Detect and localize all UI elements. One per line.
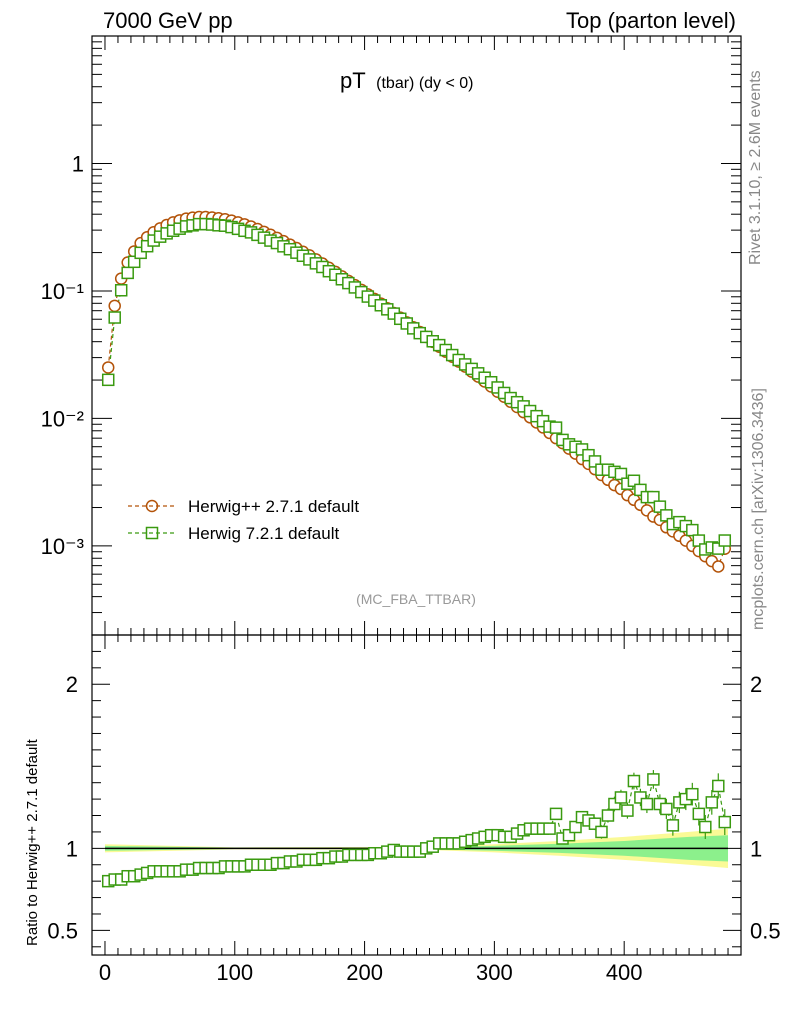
herwig7-point <box>614 467 628 481</box>
ratio-y-axis-label: Ratio to Herwig++ 2.7.1 default <box>24 738 41 946</box>
herwig7-point <box>127 255 141 269</box>
x-tick-label: 200 <box>346 960 383 985</box>
legend-marker-herwig7 <box>145 526 159 540</box>
herwig7-ratio-point <box>660 802 673 816</box>
herwig7-point <box>686 523 699 537</box>
herwig7-ratio-point <box>588 817 602 830</box>
x-tick-label: 400 <box>606 960 643 985</box>
main-y-tick-label: 1 <box>72 151 84 176</box>
herwig7-ratio-point <box>666 819 680 832</box>
x-tick-label: 100 <box>216 960 253 985</box>
herwig7-ratio-point <box>699 820 712 834</box>
herwig7-ratio-point <box>634 791 647 804</box>
herwig7-point <box>101 373 115 387</box>
herwig7-ratio-point <box>627 774 641 788</box>
herwig7-point <box>121 266 134 280</box>
herwig7-ratio-point <box>543 822 556 835</box>
herwig7-point <box>108 311 121 324</box>
mcplots-label: mcplots.cern.ch [arXiv:1306.3436] <box>750 388 767 630</box>
plot-title-sub: (tbar) (dy < 0) <box>376 75 473 92</box>
herwig7-ratio-point <box>686 787 699 801</box>
ratio-y-tick-label-right: 0.5 <box>750 918 781 943</box>
herwig7-point <box>588 455 602 468</box>
legend-label-herwig7: Herwig 7.2.1 default <box>188 524 339 543</box>
herwig7-ratio-point <box>562 828 576 842</box>
herwig7-ratio-point <box>549 807 563 821</box>
herwig7-ratio-point <box>614 791 628 804</box>
ratio-y-tick-label-right: 2 <box>750 672 762 697</box>
herwig7-ratio-point <box>595 825 608 839</box>
analysis-tag: (MC_FBA_TTBAR) <box>356 591 476 607</box>
herwig7-point <box>712 542 725 555</box>
data-series <box>101 210 732 888</box>
herwig7-point <box>718 534 732 547</box>
main-y-tick-label: 10⁻¹ <box>41 279 84 304</box>
herwig7-point <box>653 500 667 513</box>
herwig7-point <box>647 490 660 504</box>
herwig7-ratio-point <box>705 796 719 809</box>
herwig7-point <box>660 509 673 522</box>
legend-marker-herwigpp <box>145 499 159 513</box>
rivet-label: Rivet 3.1.10, ≥ 2.6M events <box>747 70 764 265</box>
ratio-y-tick-label-left: 2 <box>66 672 78 697</box>
herwig7-point <box>549 421 563 434</box>
herwig7-point <box>134 246 147 260</box>
herwig7-ratio-point <box>621 804 634 817</box>
axis-tick-labels: 0 100 200 300 400 1 10⁻¹ 10⁻² 10⁻³ 0.5 0.5 1 1 2 2 <box>41 151 781 985</box>
x-tick-label: 300 <box>476 960 513 985</box>
main-y-tick-label: 10⁻³ <box>41 534 84 559</box>
herwig7-ratio-point <box>647 773 660 786</box>
herwigpp-point <box>712 560 725 573</box>
herwig7-ratio-point <box>712 779 725 793</box>
plot-title: pT (tbar) (dy < 0) <box>340 68 474 93</box>
herwig7-point <box>627 474 641 488</box>
herwigpp-point <box>101 361 115 374</box>
axis-ticks <box>91 35 742 955</box>
herwig7-ratio-point <box>640 797 654 811</box>
herwig7-ratio-point <box>718 815 732 829</box>
x-tick-label: 0 <box>99 960 111 985</box>
ratio-y-tick-label-left: 1 <box>66 836 78 861</box>
legend: Herwig++ 2.7.1 default Herwig 7.2.1 defa… <box>128 497 359 543</box>
legend-label-herwigpp: Herwig++ 2.7.1 default <box>188 497 359 516</box>
main-y-tick-label: 10⁻² <box>41 406 84 431</box>
herwig7-ratio-point <box>601 809 615 822</box>
herwig7-point <box>634 483 647 497</box>
ratio-y-tick-label-left: 0.5 <box>47 918 78 943</box>
herwig7-ratio-point <box>569 820 582 834</box>
plot-title-main: pT <box>340 68 366 93</box>
herwig7-ratio-point <box>692 807 706 821</box>
ratio-y-tick-label-right: 1 <box>750 836 762 861</box>
herwig7-ratio-point <box>608 797 621 811</box>
header-left-label: 7000 GeV pp <box>103 8 233 33</box>
header-right-label: Top (parton level) <box>566 8 736 33</box>
herwigpp-point <box>108 299 121 313</box>
herwig7-point <box>692 534 706 547</box>
herwig7-point <box>114 284 128 297</box>
